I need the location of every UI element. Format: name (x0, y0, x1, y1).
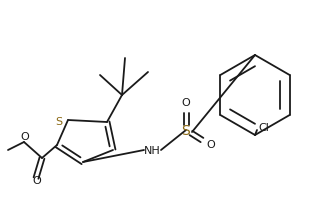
Text: S: S (55, 117, 62, 127)
Text: O: O (21, 132, 29, 142)
Text: NH: NH (144, 146, 160, 156)
Text: O: O (182, 98, 190, 108)
Text: O: O (33, 176, 41, 186)
Text: O: O (207, 140, 215, 150)
Text: Cl: Cl (258, 123, 269, 133)
Text: S: S (182, 124, 190, 138)
